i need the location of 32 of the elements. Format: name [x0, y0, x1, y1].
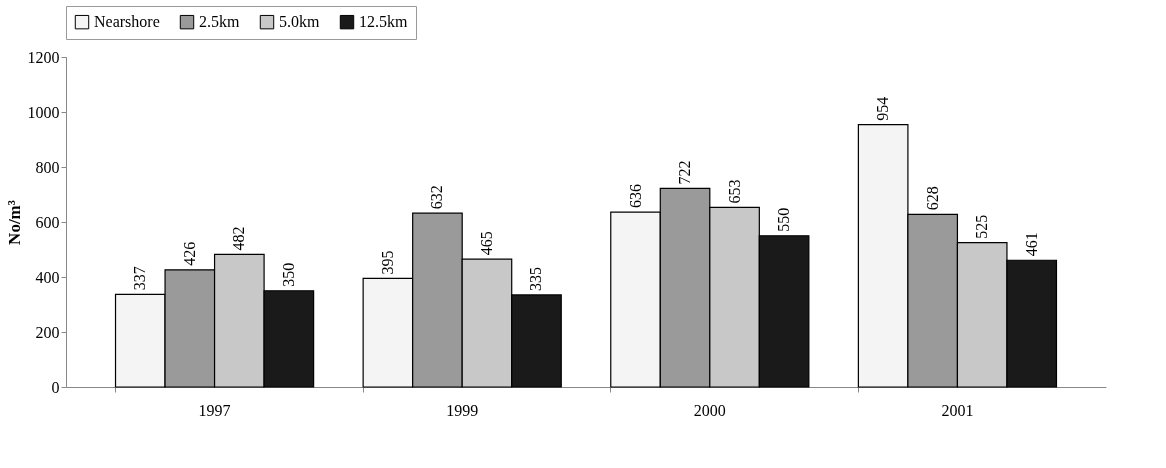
- y-tick-label: 800: [35, 158, 60, 176]
- y-tick-label: 1000: [27, 103, 60, 121]
- legend-label: 2.5km: [199, 13, 240, 31]
- data-label: 954: [874, 96, 892, 121]
- data-label: 632: [428, 185, 446, 210]
- data-label: 461: [1022, 232, 1040, 257]
- y-axis-title: No/m³: [4, 200, 24, 245]
- x-tick-label: 1997: [198, 401, 231, 419]
- y-tick-label: 200: [35, 323, 60, 341]
- data-label: 335: [527, 266, 545, 291]
- legend-label: 12.5km: [359, 13, 408, 31]
- data-label: 722: [676, 160, 694, 185]
- data-label: 395: [378, 250, 396, 275]
- data-label: 350: [279, 262, 297, 287]
- data-label: 525: [973, 214, 991, 239]
- y-tick-label: 600: [35, 213, 60, 231]
- x-tick-label: 1999: [446, 401, 479, 419]
- data-label: 337: [131, 266, 149, 291]
- data-label: 426: [180, 241, 198, 266]
- data-label: 653: [725, 179, 743, 204]
- data-label: 550: [775, 207, 793, 232]
- y-tick-label: 1200: [27, 48, 60, 66]
- y-tick-label: 400: [35, 268, 60, 286]
- legend-label: Nearshore: [94, 13, 160, 31]
- data-label: 628: [923, 186, 941, 211]
- x-tick-label: 2001: [941, 401, 974, 419]
- data-label: 482: [230, 226, 248, 251]
- legend-label: 5.0km: [279, 13, 320, 31]
- data-label: 465: [477, 231, 495, 256]
- data-label: 636: [626, 184, 644, 209]
- y-tick-label: 0: [51, 378, 60, 396]
- x-tick-label: 2000: [693, 401, 726, 419]
